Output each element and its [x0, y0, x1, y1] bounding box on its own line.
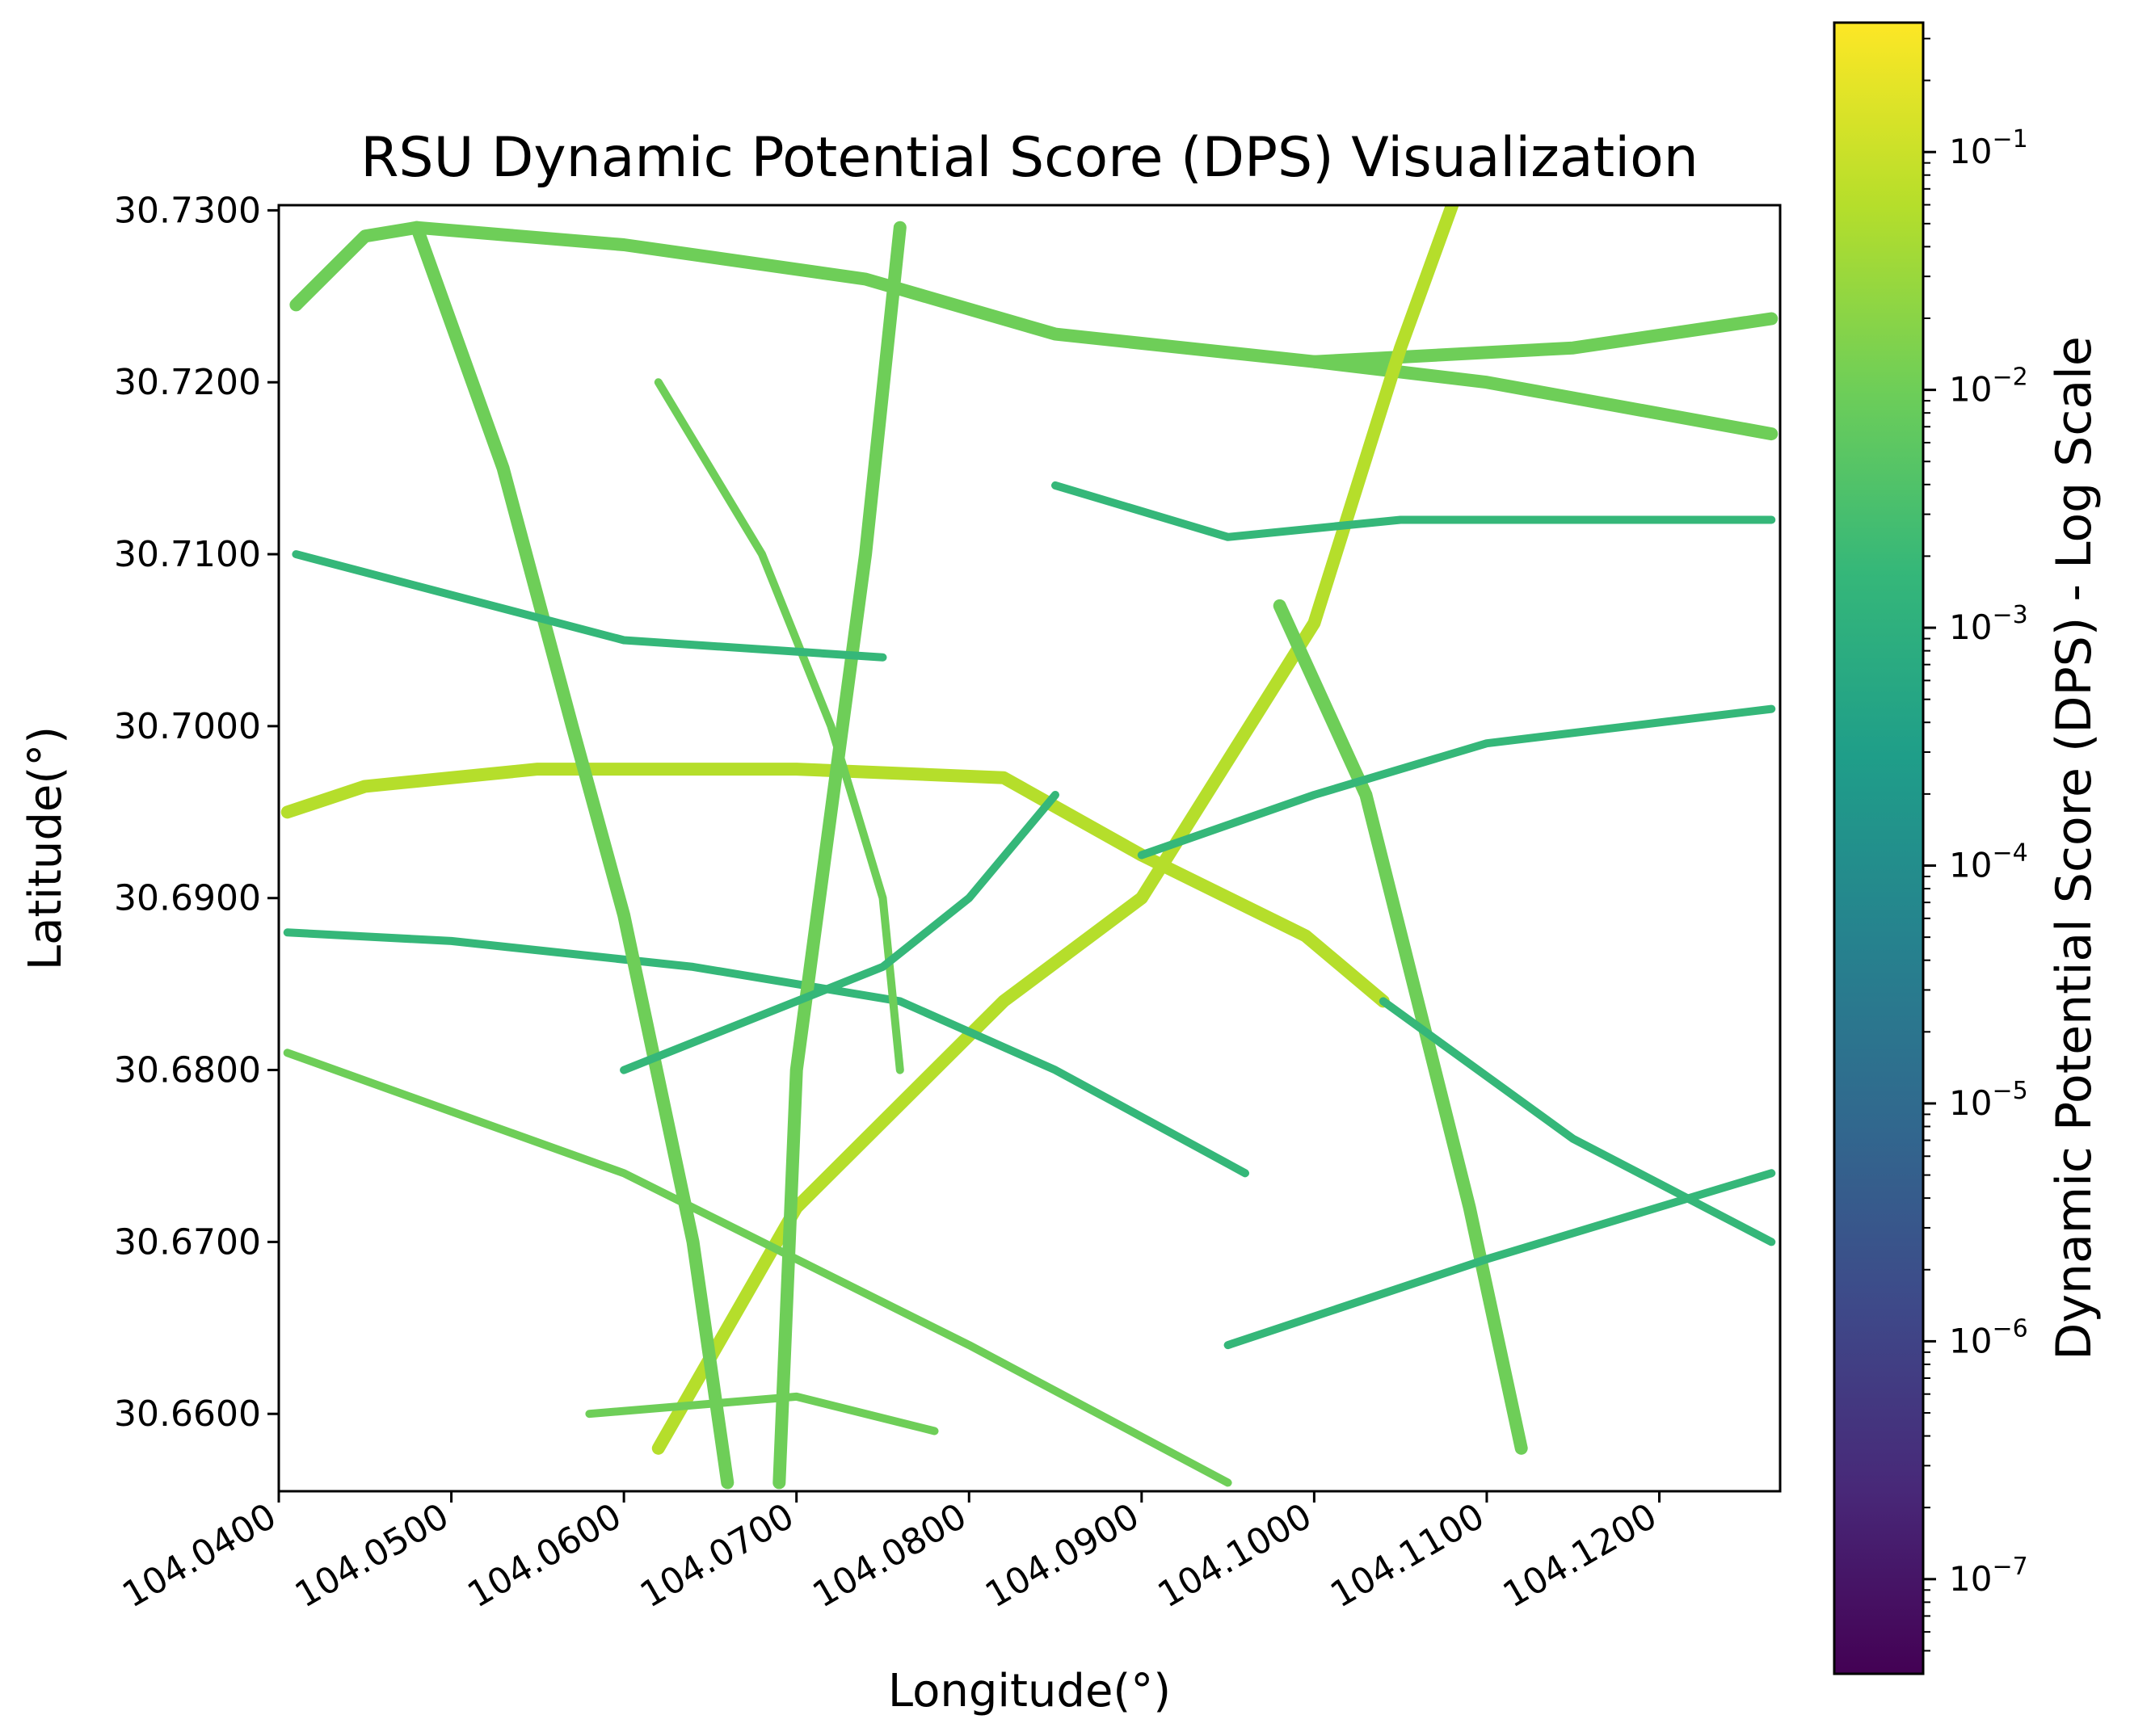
y-tick-label: 30.7000	[114, 706, 261, 747]
y-tick-label: 30.6800	[114, 1050, 261, 1091]
x-tick-label: 104.1100	[1324, 1495, 1491, 1616]
x-tick-label: 104.0800	[806, 1495, 973, 1616]
road-segment	[651, 205, 1459, 1455]
x-axis: 104.0400 104.0500 104.0600 104.0700 104.0800…	[116, 1491, 1664, 1616]
x-tick-label: 104.0900	[979, 1495, 1146, 1616]
road-segment	[283, 928, 1249, 1178]
road-segment	[283, 1049, 1232, 1487]
y-tick-label: 30.7200	[114, 362, 261, 403]
chart-title: RSU Dynamic Potential Score (DPS) Visual…	[360, 126, 1699, 190]
colorbar	[1833, 21, 1925, 1675]
colorbar-tick-label: 10−4	[1949, 839, 2028, 885]
road-network	[280, 205, 1779, 1490]
x-tick-label: 104.0500	[288, 1495, 456, 1616]
y-tick-label: 30.6700	[114, 1221, 261, 1263]
x-tick-label: 104.0400	[116, 1495, 283, 1616]
colorbar-tick-label: 10−2	[1949, 364, 2028, 410]
colorbar-tick-label: 10−1	[1949, 125, 2028, 171]
x-axis-label: Longitude(°)	[888, 1665, 1171, 1717]
x-tick-label: 104.1000	[1151, 1495, 1319, 1616]
road-segment	[1223, 1169, 1776, 1350]
road-segment	[289, 221, 1779, 441]
colorbar-tick-label: 10−7	[1949, 1553, 2028, 1599]
y-tick-label: 30.7100	[114, 534, 261, 575]
y-tick-label: 30.6600	[114, 1393, 261, 1435]
road-segment	[1307, 312, 1779, 368]
y-tick-label: 30.7300	[114, 190, 261, 231]
y-tick-label: 30.6900	[114, 878, 261, 919]
colorbar-tick-label: 10−3	[1949, 601, 2028, 647]
y-axis: 30.6600 30.6700 30.6800 30.6900 30.7000 30.71…	[114, 190, 279, 1435]
x-tick-label: 104.0700	[634, 1495, 801, 1616]
road-segment	[292, 550, 887, 662]
y-axis-label: Latitude(°)	[19, 726, 72, 970]
road-segment	[772, 221, 907, 1490]
road-segment	[620, 791, 1059, 1074]
road-segment	[1137, 704, 1776, 860]
colorbar-tick-label: 10−5	[1949, 1077, 2028, 1123]
plot-frame	[277, 204, 1782, 1493]
x-tick-label: 104.1200	[1496, 1495, 1664, 1616]
colorbar-ticks: 10−7 10−6 10−5 10−4 10−3 10−2 10−1	[1923, 37, 2028, 1652]
colorbar-label: Dynamic Potential Score (DPS) - Log Scal…	[2046, 336, 2103, 1360]
road-segment	[585, 1392, 939, 1435]
road-segment	[654, 378, 904, 1074]
road-segment	[280, 763, 1390, 1008]
road-segment	[1379, 997, 1776, 1246]
road-segment	[1273, 599, 1528, 1455]
road-segment	[1051, 481, 1776, 541]
road-segment	[410, 221, 735, 1490]
colorbar-tick-label: 10−6	[1949, 1314, 2028, 1360]
x-tick-label: 104.0600	[461, 1495, 628, 1616]
